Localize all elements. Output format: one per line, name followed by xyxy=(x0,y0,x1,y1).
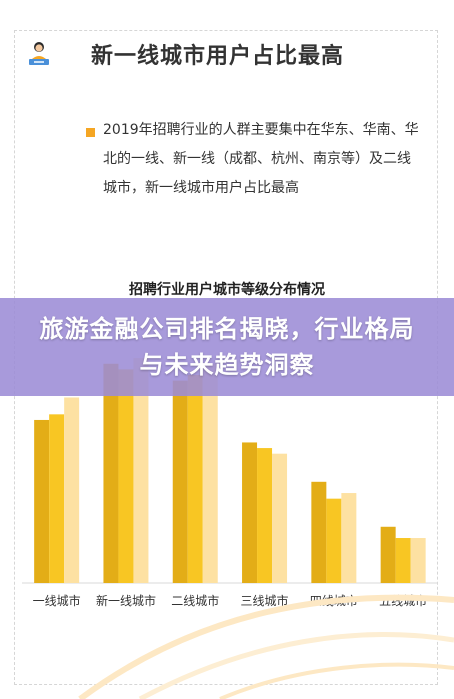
x-tick-label: 三线城市 xyxy=(241,593,289,608)
bar-0-0 xyxy=(34,419,50,583)
bar-4-0 xyxy=(311,481,327,583)
square-bullet-icon xyxy=(86,128,95,137)
bar-1-1 xyxy=(118,369,134,583)
page-title: 新一线城市用户占比最高 xyxy=(91,44,345,69)
bar-5-1 xyxy=(395,538,411,583)
bar-3-2 xyxy=(272,453,288,583)
bar-3-1 xyxy=(257,448,273,583)
chart-title: 招聘行业用户城市等级分布情况 xyxy=(129,282,325,298)
bar-2-2 xyxy=(202,363,218,583)
bar-5-0 xyxy=(380,526,396,583)
x-tick-label: 四线城市 xyxy=(310,593,358,608)
bar-2-0 xyxy=(172,380,188,583)
bar-2-1 xyxy=(187,374,203,583)
bullet-text: 2019年招聘行业的人群主要集中在华东、华南、华北的一线、新一线（成都、杭州、南… xyxy=(103,122,419,196)
banner-headline: 旅游金融公司排名揭晓，行业格局与未来趋势洞察 xyxy=(39,315,415,379)
bar-0-1 xyxy=(49,414,65,583)
bar-5-2 xyxy=(410,538,426,583)
x-tick-label: 一线城市 xyxy=(33,593,81,608)
bar-1-0 xyxy=(103,363,119,583)
x-tick-label: 五线城市 xyxy=(379,593,427,608)
section-header: 新一线城市用户占比最高 xyxy=(25,38,344,70)
bar-0-2 xyxy=(64,397,80,583)
title-banner: 旅游金融公司排名揭晓，行业格局与未来趋势洞察 xyxy=(0,298,454,396)
bar-3-0 xyxy=(242,442,258,583)
person-at-laptop-icon xyxy=(29,42,49,65)
x-tick-label: 新一线城市 xyxy=(96,593,156,608)
bullet-paragraph: 2019年招聘行业的人群主要集中在华东、华南、华北的一线、新一线（成都、杭州、南… xyxy=(86,122,421,203)
bar-4-2 xyxy=(341,493,357,583)
bar-1-2 xyxy=(133,358,149,583)
bar-4-1 xyxy=(326,498,342,583)
x-tick-label: 二线城市 xyxy=(171,593,219,608)
